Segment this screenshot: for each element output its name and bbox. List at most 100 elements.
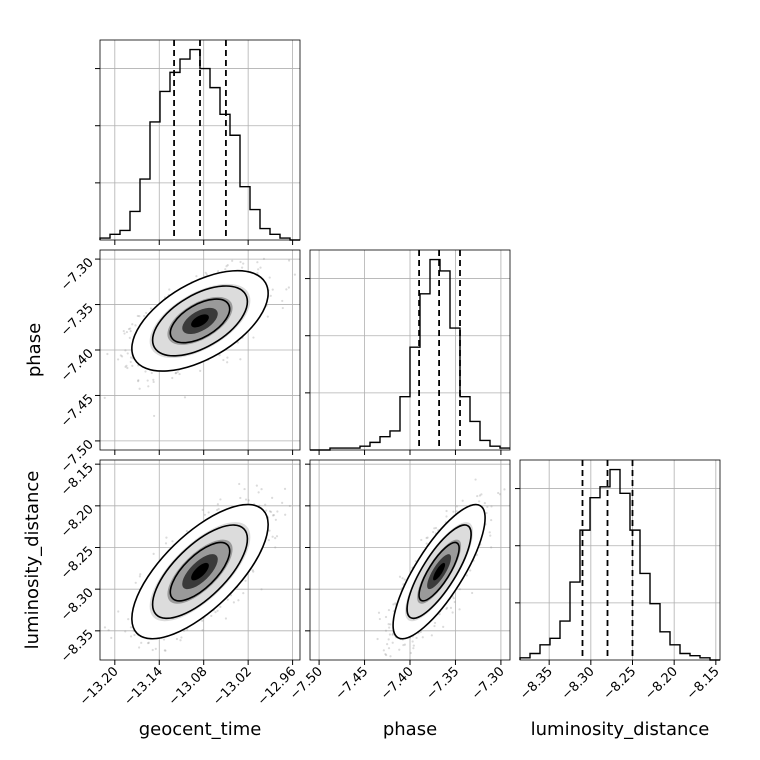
scatter-point bbox=[458, 588, 461, 591]
x-tick-label-geocent_time-0: −13.20 bbox=[77, 664, 122, 709]
scatter-point bbox=[469, 569, 472, 572]
scatter-point bbox=[129, 330, 132, 333]
density-level-4 bbox=[433, 562, 446, 581]
scatter-point bbox=[488, 531, 491, 534]
scatter-point bbox=[287, 259, 291, 262]
x-tick-label-luminosity_distance-2: −8.25 bbox=[601, 664, 640, 703]
scatter-point bbox=[154, 647, 157, 650]
joint-panel-geocent_time-luminosity_distance bbox=[100, 451, 308, 660]
scatter-point bbox=[231, 259, 234, 262]
scatter-point bbox=[106, 352, 109, 356]
scatter-point bbox=[387, 638, 390, 641]
scatter-point bbox=[378, 617, 381, 621]
scatter-point bbox=[185, 530, 189, 533]
scatter-point bbox=[384, 629, 388, 632]
scatter-point bbox=[433, 621, 437, 625]
contour-line-1 bbox=[151, 285, 249, 357]
scatter-point bbox=[306, 451, 308, 453]
scatter-point bbox=[133, 633, 136, 637]
scatter-point bbox=[257, 268, 260, 271]
scatter-point bbox=[425, 536, 428, 540]
scatter-point bbox=[224, 268, 227, 271]
scatter-point bbox=[217, 270, 220, 273]
panel-frame-geocent_time-luminosity_distance bbox=[99, 459, 301, 661]
scatter-point bbox=[432, 530, 435, 534]
scatter-point bbox=[171, 540, 174, 543]
scatter-point bbox=[120, 355, 124, 358]
scatter-point bbox=[490, 546, 493, 549]
scatter-point bbox=[281, 299, 284, 303]
scatter-point bbox=[268, 276, 271, 279]
scatter-point bbox=[205, 273, 208, 276]
scatter-point bbox=[139, 573, 142, 576]
scatter-point bbox=[283, 487, 287, 490]
scatter-point bbox=[412, 647, 415, 650]
scatter-point bbox=[476, 494, 479, 498]
scatter-point bbox=[489, 534, 492, 537]
x-axis-label-phase: phase bbox=[383, 719, 437, 740]
histogram-geocent_time bbox=[99, 48, 300, 241]
scatter-point bbox=[256, 261, 259, 264]
scatter-point bbox=[268, 529, 271, 532]
scatter-point bbox=[123, 332, 126, 335]
scatter-point bbox=[403, 643, 407, 646]
scatter-point bbox=[149, 307, 153, 310]
scatter-point bbox=[134, 581, 137, 584]
scatter-point bbox=[140, 641, 143, 644]
scatter-point bbox=[124, 365, 127, 369]
scatter-point bbox=[119, 354, 122, 357]
scatter-point bbox=[455, 505, 458, 508]
scatter-point bbox=[483, 502, 486, 505]
scatter-point bbox=[164, 542, 168, 545]
scatter-point bbox=[176, 371, 179, 374]
panel-frame-geocent_time bbox=[99, 39, 301, 241]
x-tick-label-luminosity_distance-0: −8.35 bbox=[517, 664, 556, 703]
x-tick-label-phase-2: −7.40 bbox=[378, 664, 417, 703]
scatter-point bbox=[164, 649, 167, 652]
scatter-point bbox=[124, 349, 127, 352]
scatter-point bbox=[131, 364, 134, 368]
scatter-point bbox=[226, 361, 229, 364]
scatter-point bbox=[175, 637, 179, 641]
scatter-point bbox=[490, 505, 493, 508]
scatter-point bbox=[151, 648, 154, 652]
scatter-point bbox=[239, 496, 242, 500]
scatter-point bbox=[391, 633, 394, 636]
scatter-point bbox=[117, 610, 120, 613]
scatter-point bbox=[256, 271, 259, 275]
scatter-point bbox=[382, 649, 385, 652]
scatter-point bbox=[103, 626, 107, 629]
scatter-point bbox=[389, 669, 391, 671]
scatter-point bbox=[452, 510, 455, 513]
scatter-point bbox=[445, 606, 449, 609]
scatter-point bbox=[179, 639, 182, 642]
scatter-point bbox=[490, 518, 493, 522]
contour-line-0 bbox=[131, 269, 269, 372]
scatter-point bbox=[219, 498, 222, 501]
scatter-point bbox=[402, 643, 405, 647]
scatter-point bbox=[414, 559, 417, 563]
scatter-point bbox=[445, 515, 448, 518]
scatter-point bbox=[455, 510, 458, 513]
scatter-point bbox=[131, 323, 134, 326]
scatter-point bbox=[271, 496, 274, 499]
scatter-point bbox=[271, 288, 274, 291]
scatter-point bbox=[366, 681, 368, 683]
scatter-point bbox=[138, 315, 141, 318]
y-tick-label-luminosity_distance-0: −8.35 bbox=[58, 627, 97, 666]
scatter-point bbox=[384, 653, 387, 656]
scatter-point bbox=[458, 608, 461, 611]
scatter-point bbox=[244, 579, 247, 582]
contour-line-1 bbox=[151, 524, 249, 620]
scatter-point bbox=[128, 336, 131, 339]
scatter-point bbox=[387, 647, 391, 650]
scatter-point bbox=[110, 636, 113, 640]
scatter-point bbox=[129, 635, 133, 638]
x-tick-label-luminosity_distance-3: −8.20 bbox=[642, 664, 681, 703]
scatter-point bbox=[385, 653, 388, 657]
scatter-point bbox=[216, 503, 219, 506]
scatter-point bbox=[449, 606, 453, 609]
scatter-point bbox=[255, 484, 258, 487]
scatter-point bbox=[264, 503, 267, 506]
scatter-point bbox=[403, 578, 406, 581]
